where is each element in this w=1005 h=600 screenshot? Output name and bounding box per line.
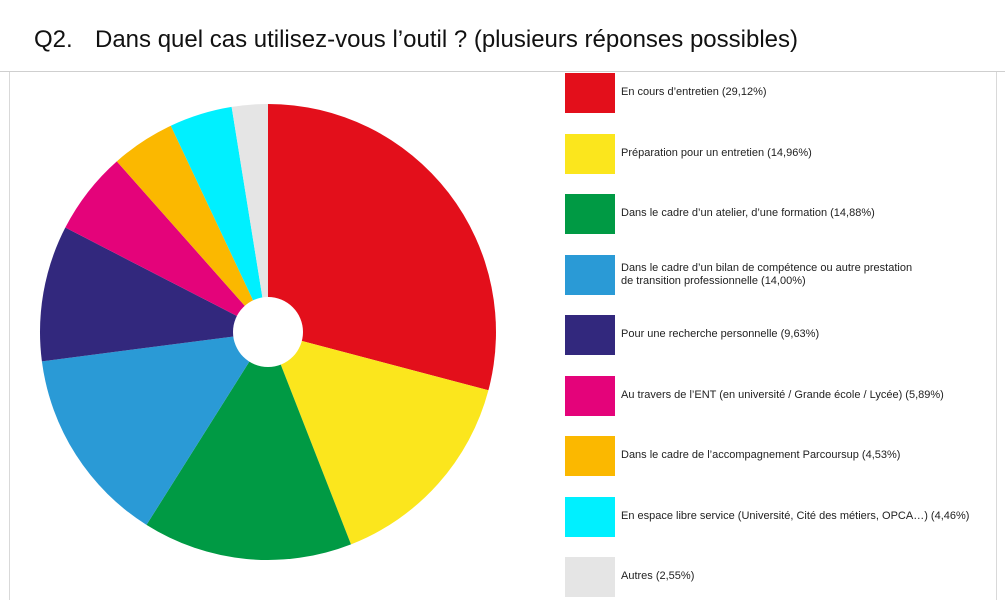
legend-item: Préparation pour un entretien (14,96%): [565, 133, 985, 176]
pie-slice-9: [231, 104, 268, 332]
pie-slice-5: [40, 227, 268, 362]
legend-swatch: [565, 315, 615, 355]
legend-item: Dans le cadre d’un atelier, d’une format…: [565, 194, 985, 236]
legend-label: Dans le cadre d’un bilan de compétence o…: [621, 261, 913, 287]
legend-label: En cours d’entretien (29,12%): [621, 86, 767, 98]
pie-slice-4: [41, 332, 269, 525]
question-number: Q2.: [34, 26, 73, 53]
legend-swatch: [565, 557, 615, 597]
legend-item: Pour une recherche personnelle (9,63%): [565, 315, 985, 357]
legend-item: En espace libre service (Université, Cit…: [565, 496, 985, 539]
pie-slice-8: [170, 106, 268, 332]
legend-item: En cours d’entretien (29,12%): [565, 73, 985, 115]
legend-label: Préparation pour un entretien (14,96%): [621, 146, 812, 159]
pie-slice-2: [268, 332, 489, 545]
legend-label: Autres (2,55%): [621, 570, 695, 582]
legend-item: Dans le cadre d’un bilan de compétence o…: [565, 254, 985, 297]
legend-swatch: [565, 436, 615, 476]
legend-swatch: [565, 133, 615, 174]
pie-center-hole: [233, 297, 303, 367]
pie-slice-7: [116, 125, 268, 332]
question-header: Q2. Dans quel cas utilisez-vous l’outil …: [0, 0, 1005, 72]
pie-slice-6: [65, 161, 268, 332]
pie-slice-3: [146, 332, 351, 560]
frame-border-right: [996, 72, 997, 600]
legend-label: Au travers de l’ENT (en université / Gra…: [621, 388, 944, 401]
question-title: Dans quel cas utilisez-vous l’outil ? (p…: [95, 26, 798, 53]
legend-swatch: [565, 254, 615, 295]
frame-border-left: [9, 72, 10, 600]
pie-chart: [40, 104, 496, 560]
legend-label: Pour une recherche personnelle (9,63%): [621, 328, 820, 340]
pie-slice-1: [268, 104, 496, 391]
legend-label: Dans le cadre de l’accompagnement Parcou…: [621, 449, 901, 461]
legend-swatch: [565, 194, 615, 234]
legend-label: Dans le cadre d’un atelier, d’une format…: [621, 207, 875, 219]
legend-item: Au travers de l’ENT (en université / Gra…: [565, 375, 985, 418]
legend-swatch: [565, 73, 615, 113]
legend-item: Dans le cadre de l’accompagnement Parcou…: [565, 436, 985, 478]
legend-swatch: [565, 375, 615, 416]
legend-label: En espace libre service (Université, Cit…: [621, 509, 970, 522]
legend-swatch: [565, 496, 615, 537]
legend-item: Autres (2,55%): [565, 557, 985, 599]
